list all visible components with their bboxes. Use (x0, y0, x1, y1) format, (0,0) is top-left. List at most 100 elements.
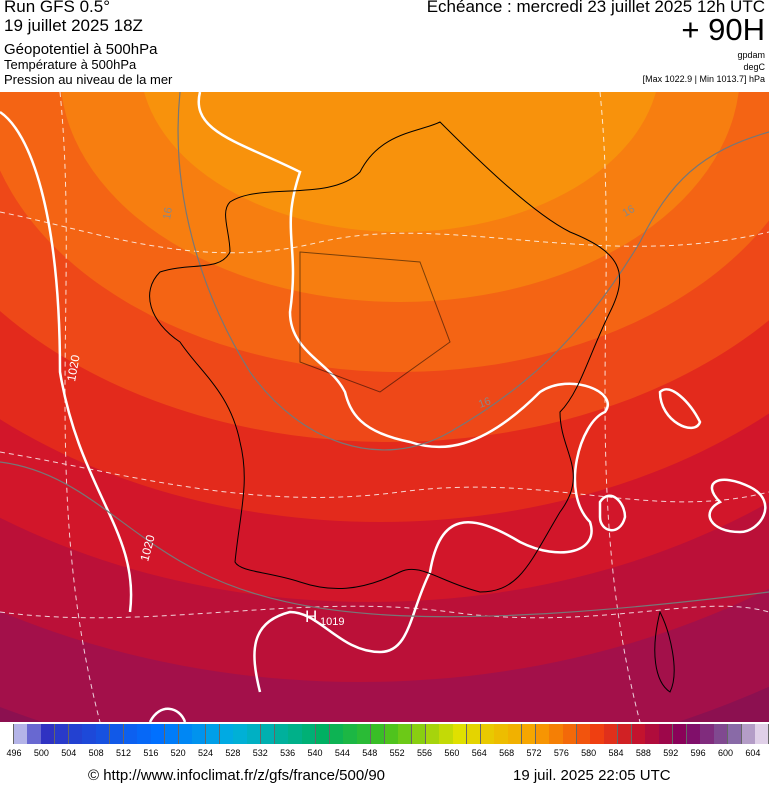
colorbar (0, 724, 769, 744)
colorbar-swatch (411, 724, 427, 744)
colorbar-swatch (41, 724, 56, 744)
colorbar-label: 588 (635, 748, 651, 758)
contour-label: H (305, 607, 317, 626)
colorbar-swatch (494, 724, 509, 744)
colorbar-swatch (439, 724, 454, 744)
colorbar-swatch (700, 724, 715, 744)
colorbar-swatch (466, 724, 482, 744)
colorbar-swatch (453, 724, 468, 744)
colorbar-swatch (164, 724, 179, 744)
field: Pression au niveau de la mer (4, 72, 173, 87)
contour-label: 16 (161, 206, 175, 220)
colorbar-swatch (137, 724, 152, 744)
colorbar-swatch (576, 724, 591, 744)
colorbar-label: 552 (389, 748, 405, 758)
contour-label: 1019 (320, 616, 344, 628)
colorbar-label: 560 (444, 748, 460, 758)
colorbar-label: 580 (581, 748, 597, 758)
colorbar-label: 576 (553, 748, 569, 758)
colorbar-swatch (755, 724, 769, 744)
colorbar-swatch (535, 724, 550, 744)
colorbar-swatch (109, 724, 125, 744)
colorbar-swatch (686, 724, 701, 744)
colorbar-swatch (219, 724, 234, 744)
colorbar-label: 512 (115, 748, 131, 758)
colorbar-swatch (357, 724, 372, 744)
colorbar-label: 536 (280, 748, 296, 758)
colorbar-swatch (521, 724, 537, 744)
colorbar-swatch (617, 724, 633, 744)
colorbar-label: 556 (416, 748, 432, 758)
colorbar-swatch (343, 724, 358, 744)
colorbar-swatch (205, 724, 221, 744)
colorbar-swatch (329, 724, 344, 744)
colorbar-swatch (590, 724, 605, 744)
colorbar-label: 572 (526, 748, 542, 758)
colorbar-swatch (645, 724, 660, 744)
colorbar-swatch (672, 724, 688, 744)
colorbar-swatch (563, 724, 578, 744)
colorbar-swatch (604, 724, 619, 744)
colorbar-label: 496 (6, 748, 22, 758)
valid-time: Echéance : mercredi 23 juillet 2025 12h … (426, 0, 765, 16)
colorbar-swatch (178, 724, 193, 744)
colorbar-swatch (96, 724, 111, 744)
contour-label: 1020 (137, 533, 158, 563)
colorbar-label: 520 (170, 748, 186, 758)
colorbar-swatch (384, 724, 399, 744)
colorbar-label: 584 (608, 748, 624, 758)
colorbar-swatch (151, 724, 166, 744)
colorbar-swatch (233, 724, 248, 744)
colorbar-label: 504 (61, 748, 77, 758)
colorbar-swatch (247, 724, 262, 744)
field: Géopotentiel à 500hPa (4, 41, 158, 58)
colorbar-swatch (288, 724, 303, 744)
unit: gpdam (737, 50, 765, 60)
colorbar-swatch (370, 724, 385, 744)
colorbar-swatch (549, 724, 564, 744)
colorbar-swatch (659, 724, 674, 744)
unit: degC (743, 62, 765, 72)
colorbar-label: 604 (745, 748, 761, 758)
colorbar-swatch (27, 724, 42, 744)
contour-label: 16 (477, 395, 493, 410)
colorbar-label: 532 (252, 748, 268, 758)
colorbar-label: 508 (88, 748, 104, 758)
colorbar-swatch (315, 724, 331, 744)
colorbar-swatch (192, 724, 207, 744)
colorbar-label: 528 (225, 748, 241, 758)
colorbar-label: 544 (334, 748, 350, 758)
colorbar-swatch (741, 724, 756, 744)
colorbar-label: 568 (499, 748, 515, 758)
colorbar-label: 564 (471, 748, 487, 758)
colorbar-swatch (274, 724, 289, 744)
contour-label: 1020 (64, 353, 82, 382)
colorbar-swatch (398, 724, 413, 744)
colorbar-label: 596 (690, 748, 706, 758)
colorbar-swatch (260, 724, 276, 744)
colorbar-swatch (302, 724, 317, 744)
colorbar-swatch (13, 724, 28, 744)
colorbar-label: 516 (143, 748, 159, 758)
colorbar-swatch (508, 724, 523, 744)
colorbar-label: 524 (198, 748, 214, 758)
colorbar-label: 540 (307, 748, 323, 758)
colorbar-swatch (123, 724, 138, 744)
colorbar-label: 592 (663, 748, 679, 758)
colorbar-label: 500 (33, 748, 49, 758)
colorbar-swatch (425, 724, 440, 744)
colorbar-swatch (82, 724, 97, 744)
colorbar-swatch (480, 724, 495, 744)
pressure-range: [Max 1022.9 | Min 1013.7] hPa (642, 74, 765, 84)
source: © http://www.infoclimat.fr/z/gfs/france/… (88, 767, 386, 784)
field: Température à 500hPa (4, 57, 137, 72)
timestamp: 19 juil. 2025 22:05 UTC (513, 767, 671, 784)
run-date: 19 juillet 2025 18Z (4, 16, 143, 35)
contour-label: 16 (621, 203, 638, 220)
colorbar-swatch (727, 724, 743, 744)
map: 1020 1020 16 16 16 H 1019 (0, 92, 769, 722)
colorbar-label: 600 (718, 748, 734, 758)
run: Run GFS 0.5° (4, 0, 111, 16)
colorbar-swatch (631, 724, 646, 744)
